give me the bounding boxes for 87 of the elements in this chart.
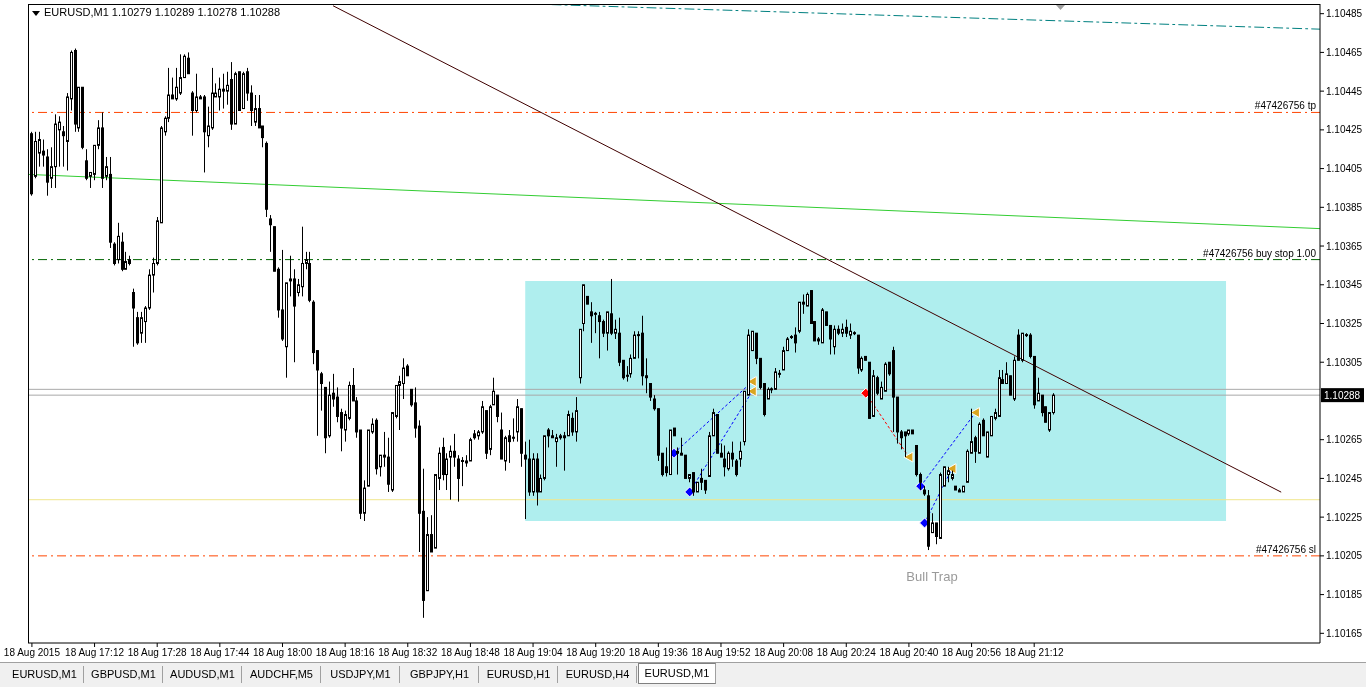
y-tick-label: 1.10305 [1326, 356, 1363, 368]
y-tick-label: 1.10465 [1326, 46, 1363, 58]
candlestick [727, 450, 730, 472]
y-tick-label: 1.10325 [1326, 318, 1363, 330]
candlestick [496, 394, 499, 423]
x-tick-label: 18 Aug 17:12 [65, 647, 125, 659]
candlestick [555, 433, 558, 468]
candlestick [195, 73, 198, 113]
candlestick [594, 311, 597, 334]
x-tick-label: 18 Aug 18:00 [253, 647, 313, 659]
x-tick-label: 18 Aug 18:32 [378, 647, 438, 659]
candlestick [692, 472, 695, 497]
candlestick [774, 367, 777, 390]
candlestick [571, 412, 574, 437]
candlestick [457, 454, 460, 503]
x-tick-label: 18 Aug 2015 [3, 647, 61, 659]
ref-line-label: #47426756 tp [1254, 100, 1317, 112]
chart-title: EURUSD,M1 1.10279 1.10289 1.10278 1.10288 [44, 5, 281, 19]
y-tick-label: 1.10425 [1326, 124, 1363, 136]
y-tick-label: 1.10205 [1326, 550, 1363, 562]
y-tick-label: 1.10405 [1326, 163, 1363, 175]
x-tick-label: 18 Aug 19:04 [503, 647, 563, 659]
candlestick [461, 456, 464, 487]
candlestick [453, 433, 456, 468]
y-tick-label: 1.10365 [1326, 240, 1363, 252]
x-tick-label: 18 Aug 21:12 [1004, 647, 1065, 659]
candlestick [508, 429, 511, 464]
candlestick [132, 288, 135, 348]
candlestick [402, 357, 405, 400]
candlestick [575, 396, 578, 443]
candlestick [301, 226, 304, 297]
candlestick [833, 324, 836, 355]
candlestick [610, 278, 613, 336]
y-tick-label: 1.10385 [1326, 201, 1363, 213]
ref-line-label: #47426756 sl [1255, 543, 1316, 555]
x-tick-label: 18 Aug 18:48 [440, 647, 501, 659]
x-tick-label: 18 Aug 18:16 [315, 647, 376, 659]
y-tick-label: 1.10185 [1326, 589, 1363, 601]
x-tick-label: 18 Aug 20:56 [942, 647, 1002, 659]
candlestick [700, 468, 703, 491]
candlestick [179, 53, 182, 96]
x-tick-label: 18 Aug 19:36 [628, 647, 689, 659]
x-tick-label: 18 Aug 20:24 [816, 647, 877, 659]
y-tick-label: 1.10485 [1326, 8, 1363, 20]
candlestick [731, 441, 734, 468]
candlestick [191, 90, 194, 137]
candlestick [598, 311, 601, 359]
candlestick [254, 94, 257, 127]
candlestick [567, 410, 570, 437]
candlestick [58, 115, 61, 168]
y-tick-label: 1.10445 [1326, 85, 1363, 97]
candlestick [676, 446, 679, 476]
candlestick [449, 444, 452, 501]
candlestick [85, 148, 88, 181]
x-tick-label: 18 Aug 17:44 [190, 647, 250, 659]
candlestick [320, 371, 323, 412]
candlestick [218, 77, 221, 111]
candlestick [269, 214, 272, 253]
point [903, 451, 914, 463]
x-tick-label: 18 Aug 17:28 [127, 647, 188, 659]
y-tick-label: 1.10245 [1326, 472, 1363, 484]
candlestick [187, 51, 190, 75]
candlestick [222, 73, 225, 110]
x-tick-label: 18 Aug 19:52 [691, 647, 751, 659]
point [684, 486, 696, 498]
candlestick [794, 326, 797, 354]
point [969, 407, 980, 419]
candlestick [140, 311, 143, 344]
annotation: Bull Trap [906, 568, 958, 584]
x-tick-label: 18 Aug 19:20 [566, 647, 626, 659]
candlestick [469, 437, 472, 462]
x-tick-label: 18 Aug 20:40 [879, 647, 939, 659]
y-tick-label: 1.10345 [1326, 279, 1363, 291]
candlestick [524, 441, 527, 520]
y-tick-label: 1.10225 [1326, 511, 1363, 523]
tab[interactable]: EURUSD,M1 [638, 663, 716, 684]
candlestick [42, 139, 45, 168]
ref-line-label: #47426756 buy stop 1.00 [1203, 247, 1317, 259]
point [946, 463, 957, 475]
candlestick [606, 311, 609, 352]
y-tick-label: 1.10165 [1326, 627, 1363, 639]
candlestick [739, 441, 742, 468]
candlestick [590, 301, 593, 344]
candlestick [512, 417, 515, 443]
x-tick-label: 18 Aug 20:08 [754, 647, 814, 659]
candlestick [175, 67, 178, 102]
y-tick-label: 1.10265 [1326, 434, 1363, 446]
